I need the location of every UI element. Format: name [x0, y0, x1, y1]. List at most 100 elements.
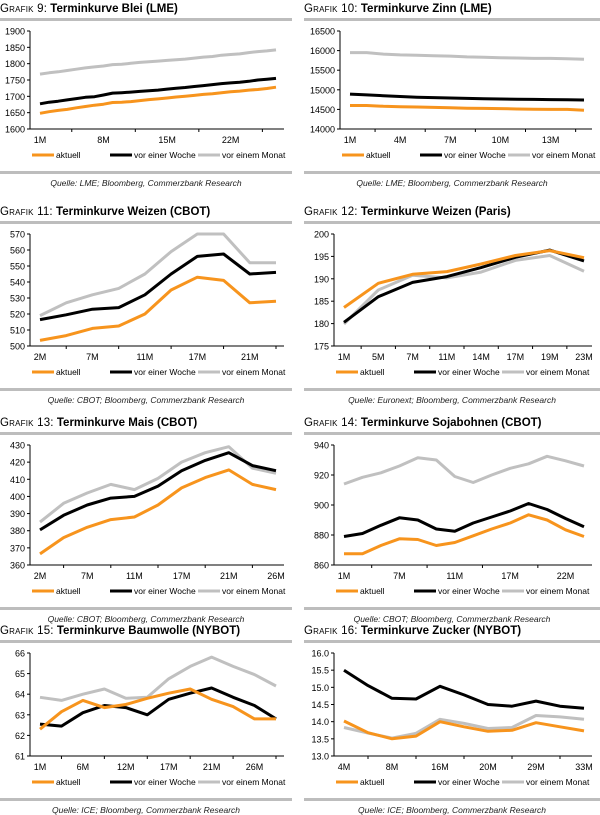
legend-label-vor-einem-monat: vor einem Monat — [526, 586, 590, 596]
y-tick-label: 175 — [314, 342, 329, 352]
legend-label-vor-einer-woche: vor einer Woche — [134, 586, 196, 596]
bottom-divider — [304, 388, 600, 391]
chart-number: Grafik 15: — [0, 625, 54, 637]
chart-svg: 13.0 13.5 14.0 14.5 15.0 15.5 16.0 4M 8M 16M 20M 29… — [311, 649, 592, 788]
series-line-vor-einem-monat — [39, 232, 276, 317]
x-tick-label: 21M — [203, 762, 221, 772]
x-tick-label: 15M — [158, 135, 176, 145]
x-tick-label: 16M — [431, 762, 449, 772]
chart-panel-g16: Grafik 16: Terminkurve Zucker (NYBOT) 13… — [304, 624, 600, 815]
series-line-aktuell — [39, 85, 277, 115]
series-line-vor-einer-woche — [343, 668, 585, 710]
y-tick-label: 200 — [314, 230, 329, 240]
chart-svg: 860 880 900 920 940 1M 7M 11M 17M 22M aktuell vor e… — [314, 441, 592, 596]
x-tick-label: 26M — [267, 571, 285, 581]
x-tick-label: 26M — [246, 762, 264, 772]
legend-label-vor-einem-monat: vor einem Monat — [222, 586, 286, 596]
y-tick-label: 13.0 — [311, 752, 329, 762]
y-tick-label: 14500 — [310, 105, 335, 115]
legend-label-vor-einer-woche: vor einer Woche — [444, 150, 506, 160]
x-tick-label: 17M — [507, 352, 525, 362]
x-tick-label: 1M — [344, 135, 357, 145]
x-tick-label: 21M — [241, 352, 259, 362]
chart-svg: 360 370 380 390 400 410 420 430 2M 7M 11M 17M 21M 26M… — [10, 441, 286, 597]
x-tick-label: 6M — [77, 762, 90, 772]
y-tick-label: 570 — [10, 230, 25, 240]
chart-source: Quelle: Euronext; Bloomberg, Commerzbank… — [348, 395, 556, 405]
chart-title: Grafik 11: Terminkurve Weizen (CBOT) — [0, 205, 292, 219]
x-tick-label: 17M — [189, 352, 207, 362]
legend-label-aktuell: aktuell — [56, 150, 81, 160]
series-line-vor-einem-monat — [39, 445, 277, 524]
y-tick-label: 390 — [10, 509, 25, 519]
series-line-vor-einem-monat — [350, 51, 585, 61]
chart-title: Grafik 12: Terminkurve Weizen (Paris) — [304, 205, 600, 219]
y-tick-label: 1850 — [5, 43, 25, 53]
y-tick-label: 190 — [314, 274, 329, 284]
y-tick-label: 62 — [15, 731, 25, 741]
x-tick-label: 12M — [117, 762, 135, 772]
y-tick-label: 900 — [314, 501, 329, 511]
chart-svg: 175 180 185 190 195 200 1M 5M 7M 11M 14M 17M 19M 23M a… — [314, 230, 593, 378]
bottom-divider — [0, 607, 292, 610]
x-tick-label: 21M — [220, 571, 238, 581]
y-tick-label: 14.0 — [311, 717, 329, 727]
y-tick-label: 380 — [10, 526, 25, 536]
legend-label-vor-einer-woche: vor einer Woche — [134, 367, 196, 377]
y-tick-label: 180 — [314, 319, 329, 329]
chart-source: Quelle: CBOT; Bloomberg, Commerzbank Res… — [47, 395, 245, 405]
title-divider — [304, 18, 600, 21]
y-tick-label: 1750 — [5, 76, 25, 86]
chart-svg: 14000 14500 15000 15500 16000 16500 1M 4M 7M 10M 1… — [310, 27, 596, 161]
chart-panel-g11: Grafik 11: Terminkurve Weizen (CBOT) 500… — [0, 205, 292, 405]
y-tick-label: 500 — [10, 342, 25, 352]
bottom-divider — [304, 171, 600, 174]
chart-title-text: Terminkurve Baumwolle (NYBOT) — [56, 625, 241, 637]
x-tick-label: 1M — [34, 135, 47, 145]
y-tick-label: 370 — [10, 543, 25, 553]
y-tick-label: 66 — [15, 649, 25, 659]
y-tick-label: 860 — [314, 561, 329, 571]
bottom-divider — [304, 607, 600, 610]
chart-number: Grafik 11: — [0, 206, 53, 218]
chart-source: Quelle: ICE; Bloomberg, Commerzbank Rese… — [51, 805, 241, 815]
y-tick-label: 185 — [314, 297, 329, 307]
y-tick-label: 16500 — [310, 27, 335, 37]
x-tick-label: 8M — [386, 762, 399, 772]
title-divider — [304, 221, 600, 224]
legend-label-aktuell: aktuell — [360, 367, 385, 377]
title-divider — [0, 640, 292, 643]
series-line-aktuell — [344, 513, 585, 556]
y-tick-label: 1600 — [5, 125, 25, 135]
y-tick-label: 13.5 — [311, 734, 329, 744]
series-line-aktuell — [39, 468, 277, 556]
y-tick-label: 1900 — [5, 27, 25, 37]
y-tick-label: 520 — [10, 310, 25, 320]
series-line-aktuell — [343, 249, 585, 309]
legend-label-aktuell: aktuell — [366, 150, 391, 160]
series-line-aktuell — [343, 719, 585, 741]
bottom-divider — [0, 798, 292, 801]
chart-source: Quelle: CBOT; Bloomberg, Commerzbank Res… — [47, 614, 245, 624]
chart-number: Grafik 13: — [0, 417, 54, 429]
y-tick-label: 560 — [10, 246, 25, 256]
y-tick-label: 530 — [10, 294, 25, 304]
series-line-vor-einer-woche — [349, 92, 585, 102]
y-tick-label: 15000 — [310, 85, 335, 95]
title-divider — [304, 432, 600, 435]
y-tick-label: 1700 — [5, 92, 25, 102]
x-tick-label: 22M — [557, 571, 575, 581]
title-divider — [0, 432, 292, 435]
bottom-divider — [0, 171, 292, 174]
title-divider — [0, 221, 292, 224]
x-tick-label: 17M — [501, 571, 519, 581]
x-tick-label: 1M — [34, 762, 47, 772]
y-tick-label: 510 — [10, 326, 25, 336]
y-tick-label: 15.0 — [311, 683, 329, 693]
y-tick-label: 16.0 — [311, 649, 329, 659]
chart-panel-g10: Grafik 10: Terminkurve Zinn (LME) 14000 1… — [304, 2, 600, 188]
x-tick-label: 1M — [338, 352, 351, 362]
legend-label-aktuell: aktuell — [56, 777, 81, 787]
chart-title-text: Terminkurve Weizen (Paris) — [360, 206, 511, 218]
y-tick-label: 64 — [15, 690, 25, 700]
